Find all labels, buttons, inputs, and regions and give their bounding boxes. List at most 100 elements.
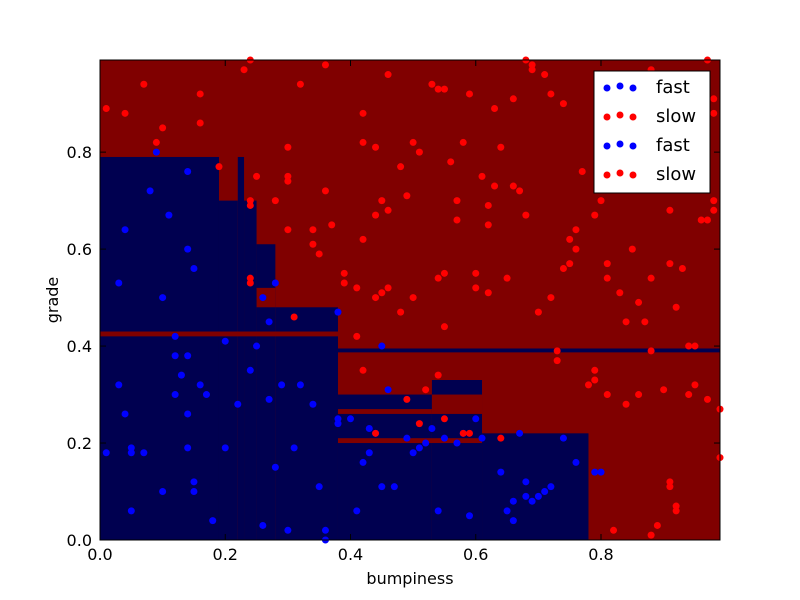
y-tick-label-2: 0.4 <box>67 337 92 356</box>
point-slow-109 <box>635 391 643 399</box>
region-fast-1 <box>218 200 238 540</box>
point-slow-54 <box>434 371 442 379</box>
point-slow-139 <box>459 138 467 146</box>
point-slow-127 <box>697 216 705 224</box>
point-slow-113 <box>647 531 655 539</box>
point-slow-89 <box>559 264 567 272</box>
point-slow-61 <box>453 216 461 224</box>
point-fast-81 <box>559 434 567 442</box>
point-slow-41 <box>384 284 392 292</box>
point-slow-94 <box>578 168 586 176</box>
point-slow-44 <box>403 192 411 200</box>
point-fast-9 <box>152 148 160 156</box>
point-fast-79 <box>541 488 549 496</box>
point-fast-16 <box>177 371 185 379</box>
point-slow-133 <box>710 109 718 117</box>
point-fast-29 <box>221 444 229 452</box>
legend-marker-3-1 <box>616 169 624 177</box>
point-fast-71 <box>503 507 511 515</box>
point-fast-47 <box>334 415 342 423</box>
point-slow-120 <box>672 502 680 510</box>
point-slow-90 <box>566 260 574 268</box>
point-fast-37 <box>271 279 279 287</box>
legend-marker-1-2 <box>629 113 637 121</box>
point-slow-46 <box>409 138 417 146</box>
point-fast-69 <box>478 434 486 442</box>
point-fast-24 <box>190 264 198 272</box>
point-fast-82 <box>572 458 580 466</box>
region-fast-6 <box>337 348 720 353</box>
point-slow-23 <box>315 250 323 258</box>
point-slow-107 <box>628 245 636 253</box>
point-fast-57 <box>390 483 398 491</box>
point-fast-35 <box>265 395 273 403</box>
legend-marker-3-0 <box>603 171 611 179</box>
point-slow-43 <box>397 308 405 316</box>
point-slow-80 <box>528 66 536 74</box>
point-fast-14 <box>171 352 179 360</box>
region-fast-5 <box>275 307 338 540</box>
point-slow-115 <box>660 386 668 394</box>
legend-marker-0-2 <box>629 84 637 92</box>
point-slow-6 <box>196 119 204 127</box>
point-slow-24 <box>321 187 329 195</box>
point-slow-76 <box>509 95 517 103</box>
point-fast-46 <box>334 308 342 316</box>
point-fast-44 <box>315 483 323 491</box>
plot-frame <box>99 59 721 541</box>
point-fast-13 <box>171 332 179 340</box>
point-slow-122 <box>672 303 680 311</box>
point-fast-58 <box>403 434 411 442</box>
x-tick-label-4: 0.8 <box>588 545 613 564</box>
point-slow-53 <box>434 274 442 282</box>
x-tick-label-1: 0.2 <box>213 545 238 564</box>
legend-label-1: slow <box>656 106 696 127</box>
point-slow-8 <box>240 66 248 74</box>
point-fast-68 <box>472 415 480 423</box>
point-slow-31 <box>359 109 367 117</box>
point-slow-10 <box>246 201 254 209</box>
legend-label-0: fast <box>656 77 690 98</box>
point-slow-75 <box>503 274 511 282</box>
point-slow-72 <box>491 182 499 190</box>
point-slow-96 <box>591 366 599 374</box>
point-slow-20 <box>296 80 304 88</box>
point-slow-36 <box>372 294 380 302</box>
point-fast-50 <box>353 507 361 515</box>
point-slow-5 <box>196 90 204 98</box>
point-slow-52 <box>434 85 442 93</box>
x-tick-label-2: 0.4 <box>338 545 363 564</box>
legend-marker-0-0 <box>603 84 611 92</box>
y-axis-label: grade <box>43 277 62 324</box>
point-fast-36 <box>265 318 273 326</box>
point-slow-64 <box>465 429 473 437</box>
point-fast-5 <box>127 449 135 457</box>
point-fast-34 <box>259 521 267 529</box>
point-slow-83 <box>541 71 549 79</box>
y-axis-ticks: 0.0 0.2 0.4 0.6 0.8 <box>67 143 720 550</box>
point-slow-91 <box>566 235 574 243</box>
point-slow-40 <box>384 206 392 214</box>
point-slow-106 <box>622 400 630 408</box>
point-slow-68 <box>484 221 492 229</box>
point-slow-78 <box>516 187 524 195</box>
point-fast-8 <box>146 187 154 195</box>
legend-box <box>593 70 711 194</box>
point-fast-63 <box>434 507 442 515</box>
point-slow-62 <box>459 429 467 437</box>
point-fast-87 <box>378 483 386 491</box>
point-fast-72 <box>509 497 517 505</box>
point-slow-60 <box>453 197 461 205</box>
point-fast-62 <box>428 424 436 432</box>
point-slow-81 <box>528 61 536 69</box>
point-fast-43 <box>309 400 317 408</box>
point-slow-26 <box>340 269 348 277</box>
point-fast-67 <box>465 512 473 520</box>
legend: fast slow fast slow <box>593 70 711 194</box>
point-fast-59 <box>409 449 417 457</box>
region-slow-3 <box>431 394 483 414</box>
point-slow-66 <box>472 284 480 292</box>
legend-label-2: fast <box>656 135 690 156</box>
point-fast-39 <box>278 381 286 389</box>
point-fast-22 <box>190 478 198 486</box>
